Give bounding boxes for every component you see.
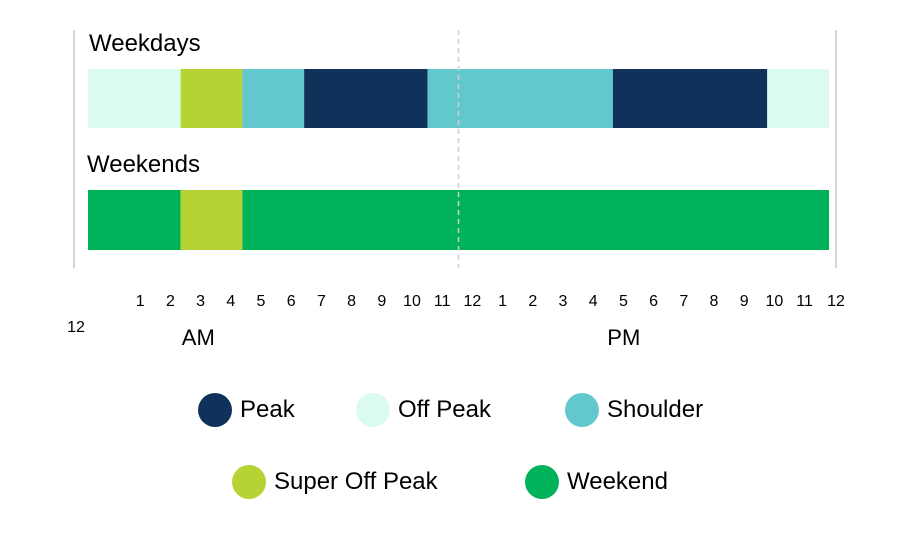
segment-weekends-0-weekend: [88, 190, 181, 250]
segment-weekdays-4-shoulder: [427, 69, 613, 128]
legend-item-super-off-peak: Super Off Peak: [232, 462, 438, 502]
segment-weekdays-5-peak: [612, 69, 768, 128]
legend-item-peak: Peak: [198, 390, 295, 430]
legend-row-2: Super Off Peak Weekend: [0, 462, 924, 502]
legend-label-super-off-peak: Super Off Peak: [274, 468, 438, 495]
segment-weekdays-3-peak: [304, 69, 428, 128]
tick-label-9: 9: [377, 293, 386, 310]
segment-weekends-2-weekend: [242, 190, 830, 250]
tick-label-11: 11: [434, 293, 451, 310]
tick-label-21: 9: [740, 293, 749, 310]
segment-weekends-1-super-off-peak: [180, 190, 243, 250]
legend-label-shoulder: Shoulder: [607, 396, 704, 423]
legend-label-peak: Peak: [240, 396, 295, 423]
legend-item-shoulder: Shoulder: [565, 390, 703, 430]
tick-label-18: 6: [649, 293, 658, 310]
legend-swatch-super-off-peak: [232, 465, 266, 499]
period-label-am: AM: [182, 325, 215, 350]
tick-label-16: 4: [589, 293, 598, 310]
tick-label-1: 1: [136, 293, 145, 310]
tick-label-5: 5: [257, 293, 266, 310]
tick-label-19: 7: [679, 293, 688, 310]
tick-label-12: 12: [464, 293, 482, 310]
legend-swatch-weekend: [525, 465, 559, 499]
legend-row-1: Peak Off Peak Shoulder: [0, 390, 924, 430]
tick-label-6: 6: [287, 293, 296, 310]
segment-weekdays-0-off-peak: [88, 69, 181, 128]
legend-item-weekend: Weekend: [525, 462, 668, 502]
tick-label-8: 8: [347, 293, 356, 310]
legend-item-off-peak: Off Peak: [356, 390, 491, 430]
legend-swatch-off-peak: [356, 393, 390, 427]
row-label-weekdays: Weekdays: [89, 30, 201, 57]
segment-weekdays-6-off-peak: [767, 69, 829, 128]
legend-label-weekend: Weekend: [567, 468, 668, 495]
legend-label-off-peak: Off Peak: [398, 396, 491, 423]
row-label-weekends: Weekends: [87, 151, 200, 178]
tick-label-24: 12: [827, 293, 845, 310]
tick-label-10: 10: [403, 293, 421, 310]
tick-label-2: 2: [166, 293, 175, 310]
tick-label-23: 11: [796, 293, 813, 310]
tick-label-3: 3: [196, 293, 205, 310]
tick-label-7: 7: [317, 293, 326, 310]
tick-label-13: 1: [498, 293, 507, 310]
tick-label-14: 2: [528, 293, 537, 310]
tick-label-4: 4: [226, 293, 235, 310]
tick-label-17: 5: [619, 293, 628, 310]
legend-swatch-shoulder: [565, 393, 599, 427]
period-label-pm: PM: [607, 325, 640, 350]
segment-weekdays-2-shoulder: [242, 69, 305, 128]
tick-label-15: 3: [559, 293, 568, 310]
legend-swatch-peak: [198, 393, 232, 427]
tick-label-20: 8: [710, 293, 719, 310]
tick-label-0: 12: [67, 319, 85, 336]
segment-weekdays-1-super-off-peak: [180, 69, 243, 128]
tick-label-22: 10: [766, 293, 784, 310]
